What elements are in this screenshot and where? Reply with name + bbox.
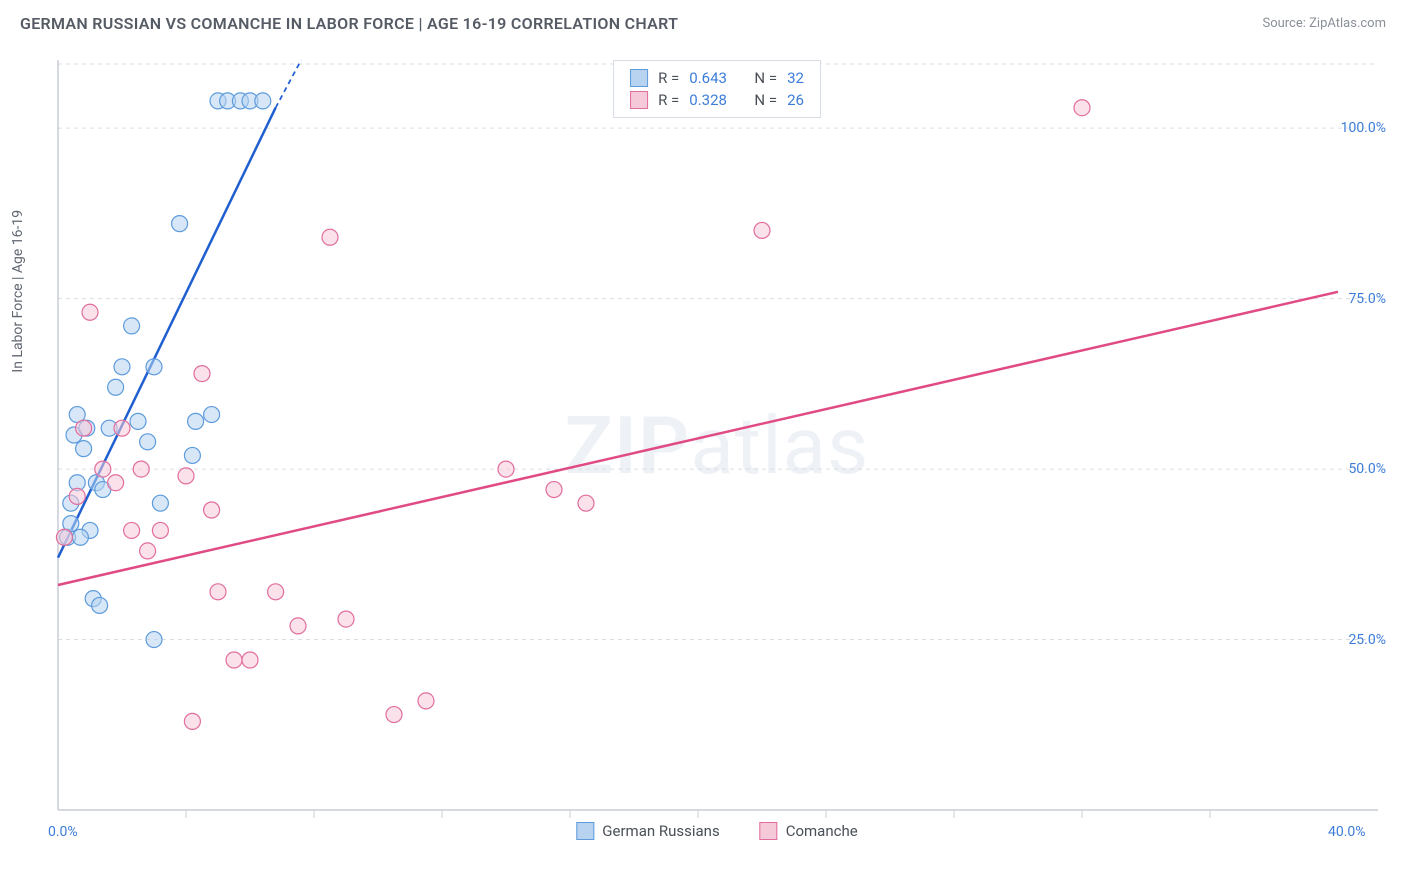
y-tick-label: 100.0% [1341, 120, 1386, 136]
r-value-1: 0.643 [689, 69, 727, 87]
series-legend: German Russians Comanche [576, 822, 857, 840]
n-value-1: 32 [787, 69, 804, 87]
legend-item-2: Comanche [760, 822, 858, 840]
y-tick-label: 50.0% [1348, 461, 1386, 477]
x-tick-label: 0.0% [48, 824, 78, 840]
source-attribution: Source: ZipAtlas.com [1262, 16, 1386, 31]
chart-header: GERMAN RUSSIAN VS COMANCHE IN LABOR FORC… [0, 0, 1406, 43]
legend-label-2: Comanche [786, 822, 858, 840]
swatch-series-1-icon [576, 822, 594, 840]
swatch-series-1 [630, 69, 648, 87]
swatch-series-2-icon [760, 822, 778, 840]
n-value-2: 26 [787, 91, 804, 109]
y-tick-label: 25.0% [1348, 632, 1386, 648]
correlation-row-2: R = 0.328 N = 26 [630, 89, 804, 111]
correlation-legend: R = 0.643 N = 32 R = 0.328 N = 26 [613, 60, 821, 118]
r-label: R = [658, 69, 679, 87]
n-label: N = [754, 91, 777, 109]
chart-title: GERMAN RUSSIAN VS COMANCHE IN LABOR FORC… [20, 14, 678, 33]
x-tick-label: 40.0% [1328, 824, 1366, 840]
swatch-series-2 [630, 91, 648, 109]
legend-item-1: German Russians [576, 822, 719, 840]
chart-area: In Labor Force | Age 16-19 ZIPatlas R = … [48, 50, 1386, 842]
legend-label-1: German Russians [602, 822, 719, 840]
scatter-plot [48, 50, 1386, 842]
correlation-row-1: R = 0.643 N = 32 [630, 67, 804, 89]
n-label: N = [754, 69, 777, 87]
r-value-2: 0.328 [689, 91, 727, 109]
y-tick-label: 75.0% [1348, 291, 1386, 307]
r-label: R = [658, 91, 679, 109]
y-axis-label: In Labor Force | Age 16-19 [10, 210, 26, 373]
